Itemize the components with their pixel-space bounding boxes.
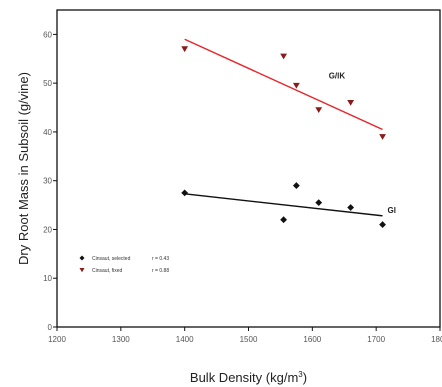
x-tick-label: 1300 <box>112 335 130 344</box>
y-tick-label: 50 <box>43 79 52 88</box>
data-points <box>181 46 386 228</box>
data-point-series-1 <box>347 204 355 211</box>
x-tick-label: 1400 <box>176 335 194 344</box>
data-point-series-1 <box>280 216 288 224</box>
data-point-series-1 <box>181 189 189 197</box>
y-tick-label: 60 <box>43 30 52 39</box>
data-point-series-2 <box>315 107 323 114</box>
legend: Cinsaut, selected r = 0.43 Cinsaut, fixed r… <box>79 255 169 274</box>
y-tick-label: 20 <box>43 225 52 234</box>
legend-label-2: Cinsaut, fixed <box>92 268 123 274</box>
plot-area: 1200 1300 1400 1500 1600 1700 1800 0 10 20 30 40 50… <box>43 9 442 344</box>
data-point-series-2 <box>181 46 189 53</box>
legend-r-value-1: r = 0.43 <box>152 256 169 262</box>
fit-line-1 <box>184 193 383 217</box>
y-tick-label: 40 <box>43 128 52 137</box>
y-tick-label: 30 <box>43 177 52 186</box>
y-tick-label: 0 <box>48 323 53 332</box>
x-axis-ticks: 1200 1300 1400 1500 1600 1700 1800 <box>48 327 442 344</box>
fit-line-2 <box>184 38 383 131</box>
data-point-series-2 <box>379 134 386 140</box>
legend-marker-2 <box>79 268 85 273</box>
data-point-series-2 <box>280 53 288 60</box>
legend-r-value-2: r = 0.88 <box>152 268 169 274</box>
x-tick-label: 1800 <box>431 335 442 344</box>
x-axis-label: Bulk Density (kg/m3) <box>190 370 307 385</box>
data-point-series-1 <box>379 221 386 228</box>
x-tick-label: 1200 <box>48 335 66 344</box>
series-annotation-1: Gl <box>388 206 396 215</box>
legend-label-1: Cinsaut, selected <box>92 256 131 262</box>
x-tick-label: 1500 <box>240 335 258 344</box>
plot-frame <box>56 9 441 328</box>
data-point-series-1 <box>315 199 323 207</box>
data-point-series-1 <box>292 182 300 189</box>
series-annotation-2: G/lK <box>329 72 346 81</box>
x-tick-label: 1600 <box>303 335 321 344</box>
data-point-series-2 <box>292 82 300 89</box>
fit-lines <box>184 38 383 217</box>
y-tick-label: 10 <box>43 274 52 283</box>
y-axis-ticks: 0 10 20 30 40 50 60 <box>43 30 57 332</box>
series-annotations: Gl G/lK <box>329 72 396 215</box>
legend-marker-1 <box>79 255 85 261</box>
x-tick-label: 1700 <box>367 335 385 344</box>
data-point-series-2 <box>347 99 355 106</box>
y-axis-label: Dry Root Mass in Subsoil (g/vine) <box>16 72 31 265</box>
